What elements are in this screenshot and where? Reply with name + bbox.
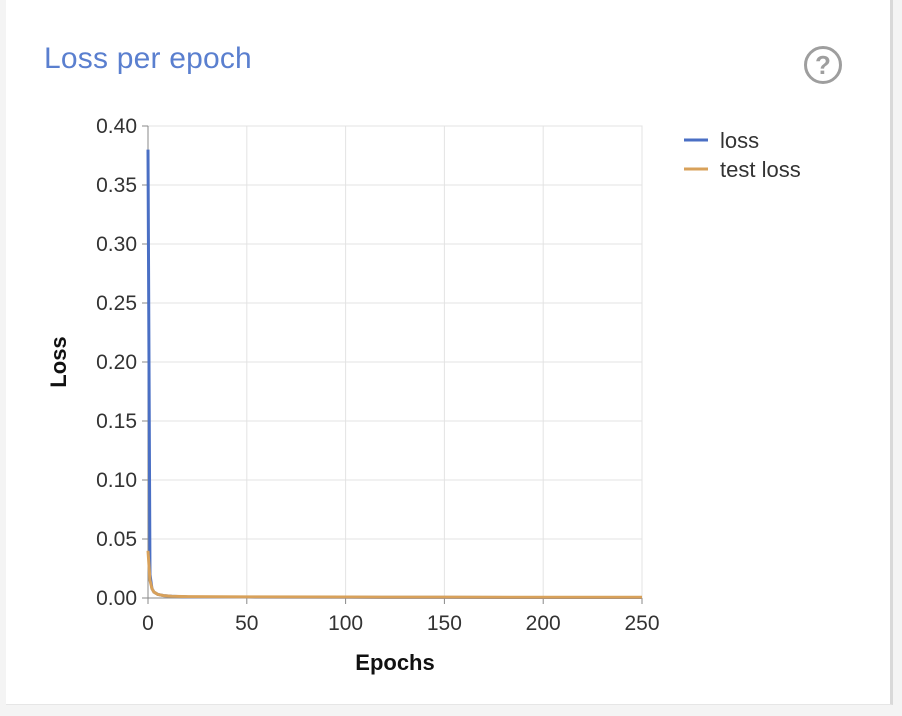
y-tick-label: 0.10 [96,469,137,492]
x-tick-label: 100 [328,612,363,635]
y-tick-label: 0.05 [96,528,137,551]
x-axis-title: Epochs [355,650,434,675]
x-tick-label: 200 [526,612,561,635]
x-tick-label: 0 [142,612,154,635]
y-tick-label: 0.35 [96,174,137,197]
y-axis-title: Loss [46,336,71,387]
y-tick-label: 0.25 [96,292,137,315]
x-tick-label: 150 [427,612,462,635]
y-tick-label: 0.40 [96,115,137,138]
help-icon[interactable]: ? [804,46,842,84]
x-tick-label: 250 [624,612,659,635]
y-tick-label: 0.30 [96,233,137,256]
series-line-test-loss [146,550,642,599]
legend-label: test loss [720,157,801,182]
legend-label: loss [720,128,759,153]
y-tick-label: 0.00 [96,587,137,610]
chart-title: Loss per epoch [44,42,252,75]
y-tick-label: 0.20 [96,351,137,374]
legend-clip-mask [818,120,878,190]
x-tick-label: 50 [235,612,258,635]
y-tick-label: 0.15 [96,410,137,433]
